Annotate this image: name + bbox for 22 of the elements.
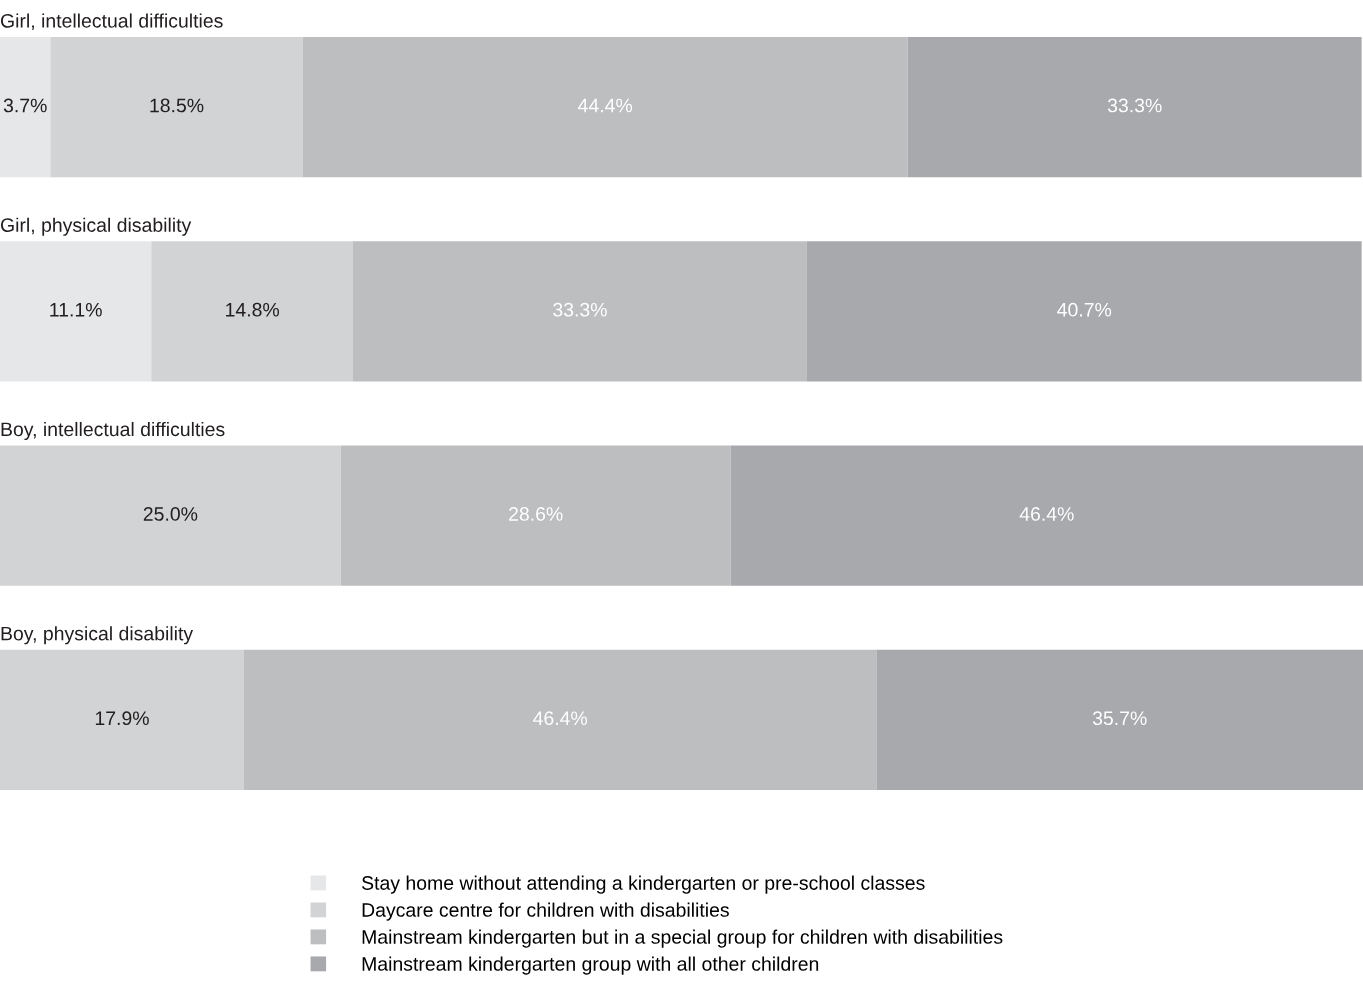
data-label: 3.7% [3, 98, 47, 113]
data-label: 14.8% [226, 302, 280, 317]
legend-label: Stay home without attending a kindergarten or pre-school classes [361, 875, 925, 894]
y-tick-label: Girl, physical disability [0, 217, 192, 236]
data-label: 25.0% [143, 507, 198, 521]
data-label: 44.4% [578, 98, 633, 113]
y-tick-label: Boy, intellectual difficulties [1, 421, 225, 441]
data-label: 18.5% [150, 98, 204, 113]
data-label: 46.4% [1019, 507, 1074, 521]
data-label: 35.7% [1092, 711, 1147, 726]
data-label: 11.1% [50, 302, 102, 317]
data-label: 33.3% [1107, 98, 1162, 113]
y-tick-label: Boy, physical disability [1, 626, 194, 645]
data-label: 46.4% [533, 711, 588, 726]
data-label: 28.6% [509, 507, 563, 521]
data-label: 33.3% [553, 302, 607, 317]
y-tick-label: Girl, intellectual difficulties [0, 13, 223, 31]
legend-label: Mainstream kindergarten but in a special group for children with disabilities [362, 929, 1003, 948]
data-label: 40.7% [1057, 302, 1112, 317]
data-label: 17.9% [95, 711, 149, 726]
legend-label: Mainstream kindergarten group with all other children [362, 956, 819, 975]
legend-label: Daycare centre for children with disabilities [362, 902, 729, 921]
